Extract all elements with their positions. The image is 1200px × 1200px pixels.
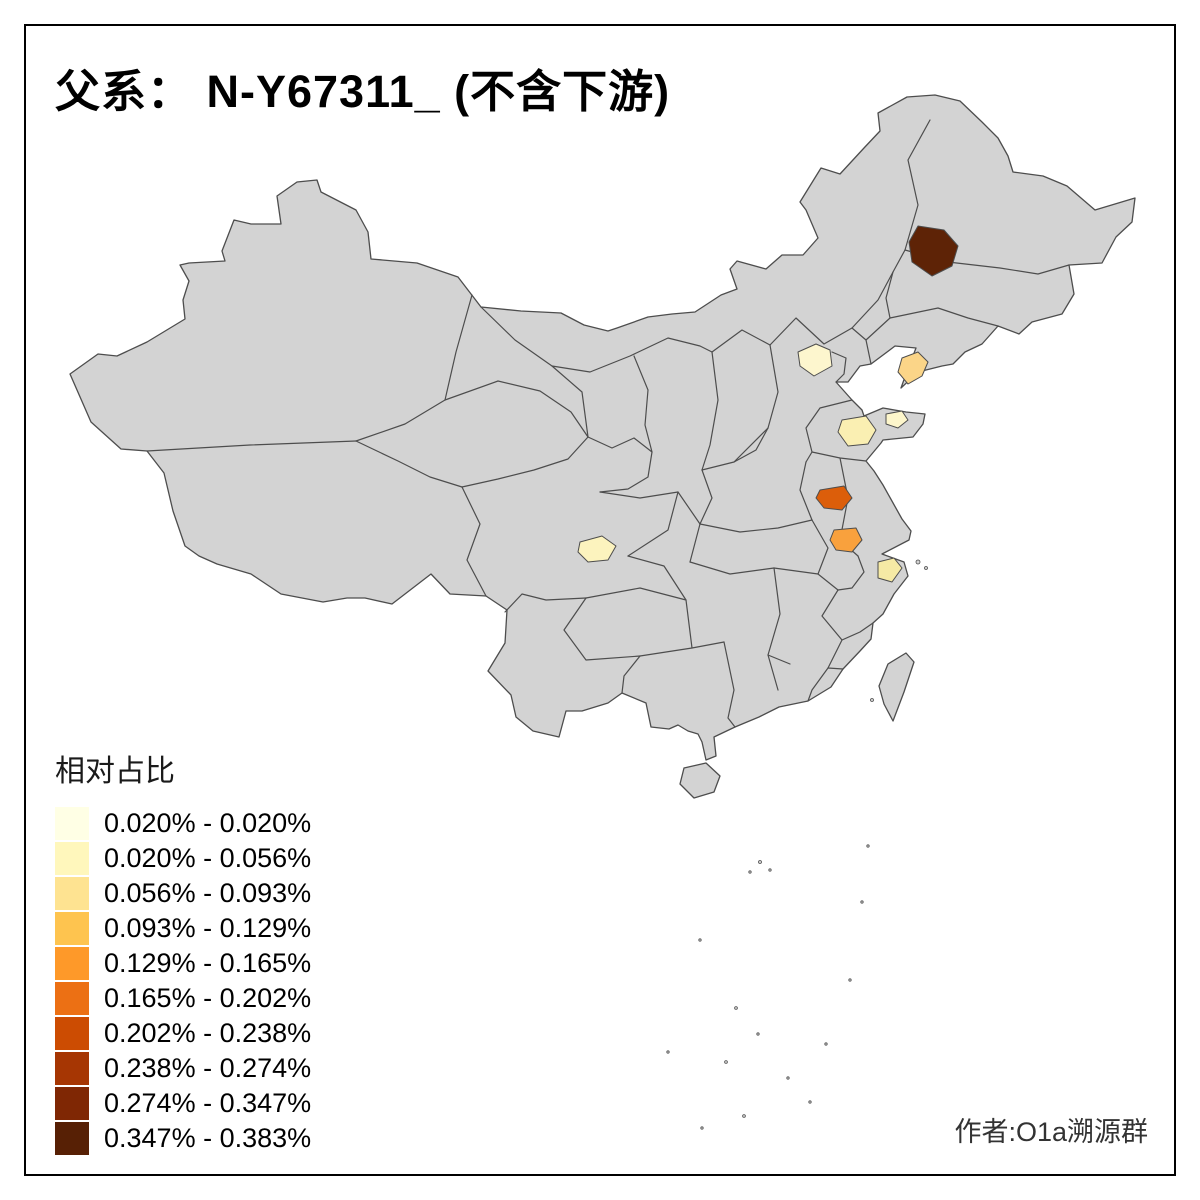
- legend-swatch: [55, 982, 89, 1015]
- legend-label: 0.347% - 0.383%: [104, 1123, 312, 1153]
- legend-swatch: [55, 947, 89, 980]
- legend-label: 0.202% - 0.238%: [104, 1018, 312, 1048]
- legend-label: 0.274% - 0.347%: [104, 1088, 312, 1118]
- page-title: 父系： N-Y67311_ (不含下游): [55, 66, 671, 117]
- legend-swatch: [55, 877, 89, 910]
- legend-item: 0.129% - 0.165%: [55, 946, 311, 981]
- region-beijing: [797, 343, 833, 377]
- region-chengdu: [577, 535, 617, 563]
- legend-item: 0.056% - 0.093%: [55, 876, 311, 911]
- legend-swatch: [55, 1122, 89, 1155]
- legend-item: 0.202% - 0.238%: [55, 1016, 311, 1051]
- taiwan-island: [878, 652, 915, 722]
- legend-item: 0.093% - 0.129%: [55, 911, 311, 946]
- legend-swatch: [55, 807, 89, 840]
- legend-swatch: [55, 1087, 89, 1120]
- legend-label: 0.020% - 0.020%: [104, 808, 312, 838]
- region-north-anhui: [815, 485, 853, 511]
- legend-item: 0.347% - 0.383%: [55, 1121, 311, 1156]
- legend-label: 0.020% - 0.056%: [104, 843, 312, 873]
- legend-item: 0.020% - 0.056%: [55, 841, 311, 876]
- region-shandong-west: [837, 415, 877, 447]
- legend-item: 0.274% - 0.347%: [55, 1086, 311, 1121]
- legend-swatch: [55, 1017, 89, 1050]
- hainan-island: [679, 762, 721, 799]
- author-credit: 作者:O1a溯源群: [954, 1117, 1148, 1147]
- legend-swatch: [55, 912, 89, 945]
- small-islands: [666, 559, 928, 1130]
- legend-label: 0.056% - 0.093%: [104, 878, 312, 908]
- region-liaodong: [897, 351, 929, 385]
- legend-item: 0.020% - 0.020%: [55, 806, 311, 841]
- region-shandong-east: [885, 410, 909, 429]
- region-central-anhui: [829, 527, 863, 553]
- region-zhejiang: [877, 557, 903, 583]
- region-northeast-darkest: [908, 225, 959, 277]
- legend-swatch: [55, 1052, 89, 1085]
- legend: 相对占比 0.020% - 0.020% 0.020% - 0.056% 0.0…: [55, 746, 311, 1156]
- legend-swatch: [55, 842, 89, 875]
- legend-title: 相对占比: [55, 755, 175, 788]
- legend-label: 0.165% - 0.202%: [104, 983, 312, 1013]
- highlighted-regions: [577, 225, 959, 583]
- legend-item: 0.238% - 0.274%: [55, 1051, 311, 1086]
- china-mainland: [69, 94, 1136, 761]
- legend-label: 0.129% - 0.165%: [104, 948, 312, 978]
- legend-label: 0.093% - 0.129%: [104, 913, 312, 943]
- legend-item: 0.165% - 0.202%: [55, 981, 311, 1016]
- legend-label: 0.238% - 0.274%: [104, 1053, 312, 1083]
